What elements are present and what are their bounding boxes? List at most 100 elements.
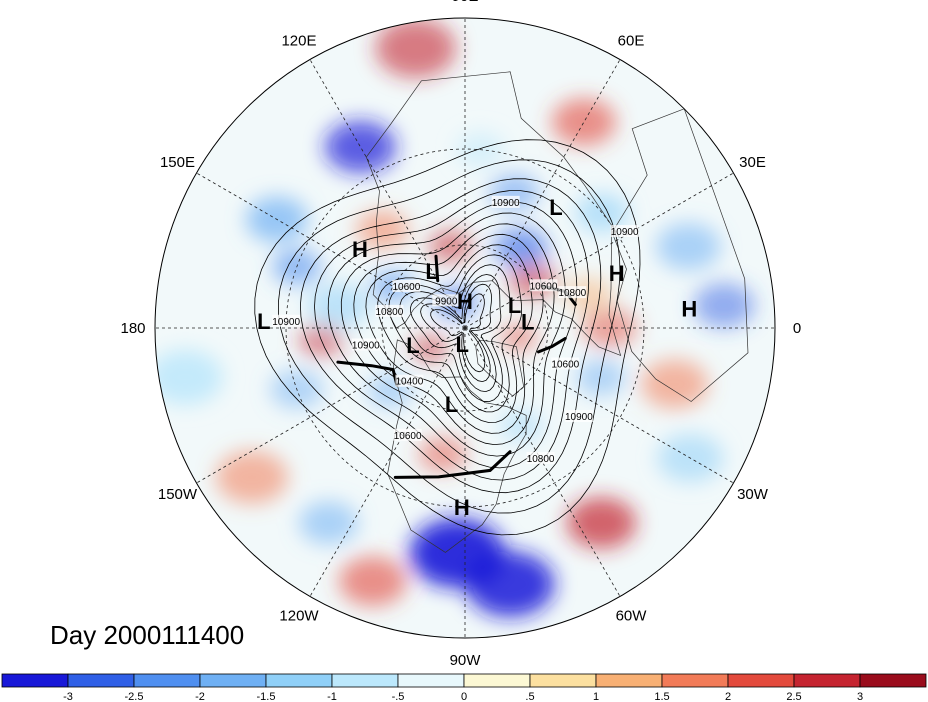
longitude-label: 120W [279,608,319,625]
longitude-label: 90W [450,652,482,669]
contour-label: 10900 [272,317,300,328]
contour-label: 10800 [558,288,586,299]
contour-label-bg [392,279,421,292]
colorbar-bin [463,673,531,688]
colorbar-bin [793,673,861,688]
contour-label: 10600 [530,281,558,292]
contour-label: 10800 [375,307,403,318]
jet-contour [537,337,567,354]
contour-label: 9900 [435,296,458,307]
meridian-line [464,59,621,329]
meridian-line [309,327,466,597]
anomaly-patch [324,120,397,174]
colorbar-bin [1,673,69,688]
coastline [611,108,749,402]
colorbar-bin [661,673,729,688]
longitude-label: 60W [616,608,648,625]
height-contour [340,212,566,457]
colorbar-tick-label: -1 [327,691,337,702]
anomaly-patch [215,450,289,504]
anomaly-patch [298,323,344,358]
anomaly-patch [428,229,473,263]
coastline [387,339,527,553]
contour-label: 10400 [395,377,423,388]
jet-contour [434,254,440,283]
map-disc [155,18,775,638]
meridian-line [464,327,734,484]
low-pressure-label: L [425,259,438,284]
contour-label: 10900 [352,340,380,351]
colorbar-bin [265,673,333,688]
height-contour [377,244,533,423]
height-contour [254,139,641,536]
colorbar-bin [67,673,135,688]
anomaly-patch [307,283,370,329]
colorbar-bin [529,673,597,688]
height-contour [365,233,544,434]
map-border [154,17,776,639]
longitude-label: 0 [793,320,801,337]
colorbar-tick-label: 1 [593,691,599,702]
contour-label-bg [529,279,558,292]
contour-label-bg [610,225,639,238]
contour-label: 10600 [392,282,420,293]
low-pressure-label: L [445,392,458,417]
low-pressure-label: L [508,293,521,318]
colorbar-tick-label: -1.5 [257,691,276,702]
low-pressure-label: L [455,332,468,357]
anomaly-patch [155,349,223,405]
anomaly-patch [693,282,755,328]
anomaly-patch [299,501,359,545]
colorbar-bin [397,673,465,688]
contour-label-bg [551,357,580,370]
height-contour [409,274,502,393]
colorbar-tick-label: -2 [195,691,205,702]
contour-label-bg [375,304,404,317]
contour-label-bg [564,409,593,422]
height-contour [277,159,621,514]
meridian-line [196,327,466,484]
colorbar-tick-label: -.5 [392,691,405,702]
longitude-label: 30W [737,486,769,503]
polar-map: 1090010900106009900106001080010800109001… [120,0,801,669]
high-pressure-label: H [457,289,473,314]
low-pressure-label: L [406,333,419,358]
contour-label-bg [558,286,587,299]
contour-label-bg [432,294,461,307]
anomaly-patch [640,359,709,409]
anomaly-patch [575,359,626,396]
meridian-line [309,59,466,329]
contour-label-bg [272,314,301,327]
longitude-label: 150E [160,154,195,171]
colorbar-tick-label: -3 [63,691,73,702]
contour-label: 10900 [565,412,593,423]
graticule [155,18,775,638]
meridian-line [464,327,621,597]
longitude-labels: 90E 60E 30E 0 30W 60W 90W 120W 150W 180 150E 120E [120,0,801,669]
longitude-label: 180 [120,320,145,337]
colorbar-bin [133,673,201,688]
colorbar: -3 -2.5 -2 -1.5 -1 -.5 0 .5 1 1.5 2 2.5 3 [1,673,927,702]
longitude-label: 120E [281,32,316,49]
high-pressure-label: H [352,237,368,262]
high-pressure-label: H [454,495,470,520]
colorbar-tick-label: -2.5 [125,691,144,702]
jet-contour [336,360,399,387]
colorbar-bin [595,673,663,688]
height-contour [388,254,522,413]
high-pressure-label: H [609,261,625,286]
low-pressure-label: L [549,195,562,220]
low-pressure-label: L [521,309,534,334]
date-label: Day 2000111400 [50,620,245,650]
meridian-line [464,172,734,329]
colorbar-tick-label: 1.5 [654,691,669,702]
height-contour [430,293,486,373]
anomaly-patch [375,18,457,78]
coastline [365,71,622,356]
colorbar-tick-label: 2 [725,691,731,702]
height-contour [299,178,602,494]
colorbar-tick-label: 3 [857,691,863,702]
contour-label-bg [393,428,422,441]
low-pressure-label: L [257,309,270,334]
